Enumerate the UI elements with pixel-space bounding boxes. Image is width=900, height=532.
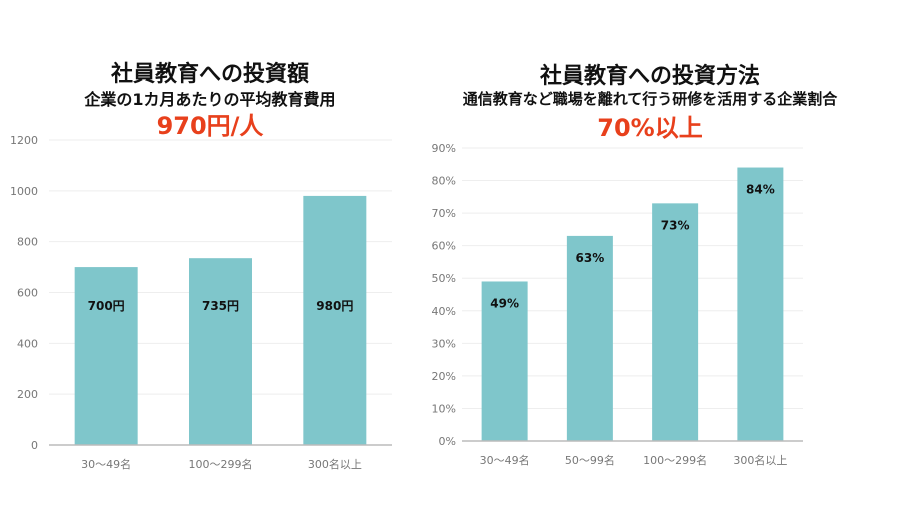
y-tick-label: 30%	[432, 337, 456, 350]
right-subtitle: 通信教育など職場を離れて行う研修を活用する企業割合	[462, 90, 838, 108]
y-tick-label: 90%	[432, 142, 456, 155]
left-highlight: 970円/人	[156, 112, 264, 140]
x-tick-label: 100〜299名	[643, 453, 707, 467]
data-label: 980円	[316, 299, 353, 313]
y-tick-label: 40%	[432, 305, 456, 318]
x-tick-label: 300名以上	[733, 453, 787, 467]
left-title: 社員教育への投資額	[110, 62, 309, 87]
y-tick-label: 0	[31, 439, 38, 452]
right-title: 社員教育への投資方法	[539, 64, 760, 89]
bar	[189, 258, 252, 445]
left-subtitle: 企業の1カ月あたりの平均教育費用	[84, 90, 336, 109]
y-tick-label: 50%	[432, 272, 456, 285]
y-tick-label: 200	[17, 388, 38, 401]
bar	[74, 267, 138, 445]
y-tick-label: 80%	[432, 175, 456, 188]
x-tick-label: 30〜49名	[480, 453, 530, 467]
y-tick-label: 0%	[439, 435, 456, 448]
y-tick-label: 60%	[432, 240, 456, 253]
right-highlight: 70%以上	[597, 114, 703, 142]
data-label: 700円	[88, 299, 125, 313]
bar	[481, 281, 528, 441]
bar	[652, 203, 699, 441]
x-tick-label: 30〜49名	[81, 457, 131, 471]
data-label: 84%	[746, 183, 775, 197]
y-tick-label: 10%	[432, 402, 456, 415]
x-tick-label: 50〜99名	[565, 453, 615, 467]
y-tick-label: 20%	[432, 370, 456, 383]
y-tick-label: 1000	[10, 185, 38, 198]
data-label: 73%	[661, 218, 690, 232]
data-label: 63%	[576, 251, 605, 265]
bar	[737, 167, 784, 442]
x-tick-label: 100〜299名	[189, 457, 253, 471]
data-label: 49%	[490, 296, 519, 310]
bar	[303, 195, 367, 445]
y-tick-label: 800	[17, 236, 38, 249]
bar	[566, 235, 613, 441]
data-label: 735円	[202, 299, 239, 313]
y-tick-label: 1200	[10, 134, 38, 147]
y-tick-label: 400	[17, 337, 38, 350]
y-tick-label: 70%	[432, 207, 456, 220]
x-tick-label: 300名以上	[308, 457, 362, 471]
y-tick-label: 600	[17, 287, 38, 300]
